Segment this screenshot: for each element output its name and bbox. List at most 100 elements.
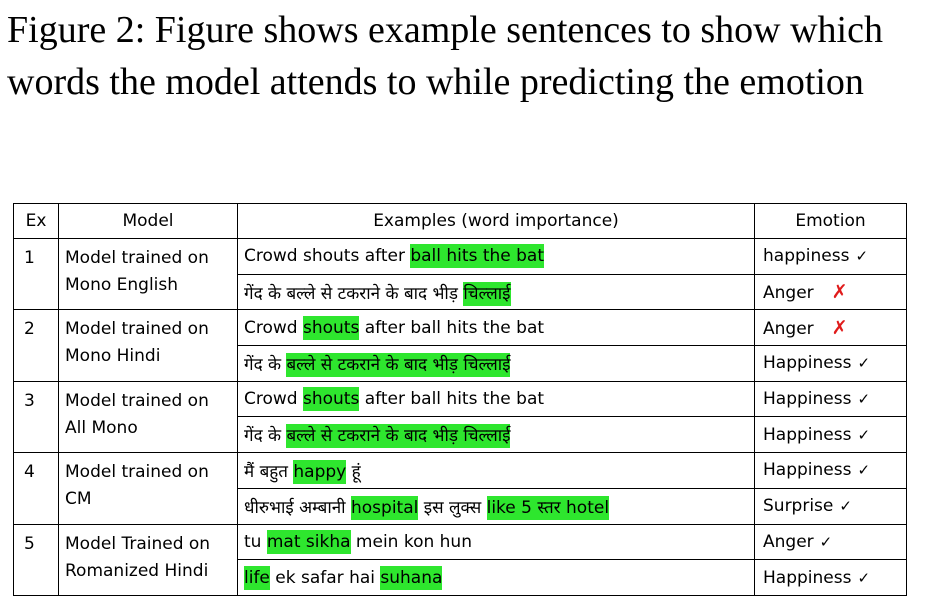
model-label-line: Model trained on bbox=[65, 248, 209, 268]
sentence-text: गेंद के bbox=[244, 426, 287, 447]
example-sentence: गेंद के बल्ले से टकराने के बाद भीड़ चिल्… bbox=[237, 345, 755, 382]
example-number: 4 bbox=[13, 452, 59, 525]
example-sentence: मैं बहुत happy हूं bbox=[237, 452, 755, 489]
table-row: 5 Model Trained on Romanized Hindi tu mat s… bbox=[13, 523, 907, 596]
table-row: 3 Model trained on All Mono Crowd shouts af… bbox=[13, 380, 907, 454]
sentence-text: after ball hits the bat bbox=[359, 389, 545, 410]
example-number: 3 bbox=[13, 380, 59, 454]
attention-examples-table: Ex Model Examples (word importance) Emot… bbox=[13, 203, 907, 596]
check-icon: ✓ bbox=[839, 497, 852, 516]
sentence-text: Crowd bbox=[244, 389, 303, 410]
example-sentence: Crowd shouts after ball hits the bat bbox=[237, 309, 755, 347]
emotion-label: Happiness bbox=[763, 389, 852, 410]
cross-icon: ✗ bbox=[831, 281, 848, 304]
table-row: 1 Model trained on Mono English Crowd shout… bbox=[13, 237, 907, 311]
check-icon: ✓ bbox=[857, 461, 871, 480]
check-icon: ✓ bbox=[857, 425, 871, 444]
header-examples: Examples (word importance) bbox=[237, 203, 755, 239]
example-sentence: life ek safar hai suhana bbox=[237, 559, 755, 596]
highlighted-word: चिल्लाई bbox=[463, 281, 511, 306]
table-body: 1 Model trained on Mono English Crowd shout… bbox=[13, 237, 907, 596]
highlighted-word: shouts bbox=[303, 315, 360, 340]
header-ex: Ex bbox=[13, 203, 59, 239]
check-icon: ✓ bbox=[819, 532, 833, 551]
highlighted-word: बल्ले से टकराने के बाद भीड़ चिल्लाई bbox=[286, 424, 511, 449]
emotion-label: Happiness bbox=[763, 567, 852, 588]
emotion-cell: happiness ✓ bbox=[754, 238, 907, 275]
sentence-text: ek safar hai bbox=[269, 567, 381, 588]
emotion-cell: Happiness ✓ bbox=[754, 380, 907, 418]
example-sentence: Crowd shouts after ball hits the bat bbox=[237, 238, 755, 275]
sentence-text: गेंद के bbox=[244, 354, 287, 375]
model-label-line: Model trained on bbox=[65, 462, 209, 483]
example-number: 5 bbox=[13, 523, 59, 596]
emotion-cell: Surprise ✓ bbox=[754, 487, 907, 525]
emotion-cell: Anger ✓ bbox=[754, 523, 907, 561]
model-cell: Model trained on CM bbox=[58, 452, 238, 525]
emotion-label: Happiness bbox=[763, 424, 852, 445]
model-label-line: Mono Hindi bbox=[65, 346, 161, 367]
model-label-line: All Mono bbox=[65, 417, 138, 438]
header-model: Model bbox=[58, 203, 238, 239]
sentence-text: Crowd shouts after bbox=[244, 246, 411, 267]
emotion-label: Anger bbox=[763, 283, 814, 304]
example-sentence: Crowd shouts after ball hits the bat bbox=[237, 380, 755, 418]
model-cell: Model trained on Mono English bbox=[58, 237, 238, 311]
highlighted-word: mat sikha bbox=[266, 529, 351, 554]
highlighted-word: shouts bbox=[303, 387, 360, 412]
table-row: धीरुभाई अम्बानी hospital इस लुक्स like 5… bbox=[14, 487, 907, 525]
sentence-text: Crowd bbox=[244, 317, 303, 338]
table-row: गेंद के बल्ले से टकराने के बाद भीड़ चिल्… bbox=[14, 416, 907, 454]
check-icon: ✓ bbox=[857, 354, 871, 373]
emotion-cell: Happiness ✓ bbox=[754, 559, 907, 596]
example-sentence: गेंद के बल्ले से टकराने के बाद भीड़ चिल्… bbox=[237, 273, 755, 311]
header-row: Ex Model Examples (word importance) Emot… bbox=[13, 203, 907, 239]
sentence-text: हूं bbox=[346, 461, 361, 482]
model-label-line: Model trained on bbox=[65, 319, 209, 340]
sentence-text: गेंद के बल्ले से टकराने के बाद भीड़ bbox=[244, 283, 464, 304]
highlighted-word: ball hits the bat bbox=[410, 244, 545, 269]
highlighted-word: life bbox=[244, 565, 270, 590]
highlighted-word: hospital bbox=[351, 495, 419, 520]
model-cell: Model trained on Mono Hindi bbox=[58, 309, 238, 382]
highlighted-word: बल्ले से टकराने के बाद भीड़ चिल्लाई bbox=[286, 352, 511, 377]
cross-icon: ✗ bbox=[831, 316, 848, 339]
model-label-line: Mono English bbox=[65, 275, 179, 295]
sentence-text: mein kon hun bbox=[350, 531, 472, 552]
emotion-label: Anger bbox=[763, 531, 814, 552]
highlighted-word: suhana bbox=[380, 565, 443, 590]
emotion-label: Anger bbox=[763, 318, 814, 339]
example-number: 1 bbox=[13, 237, 59, 311]
emotion-label: Surprise bbox=[763, 496, 834, 517]
table-row: life ek safar hai suhana Happiness ✓ bbox=[14, 559, 907, 596]
check-icon: ✓ bbox=[855, 247, 869, 266]
example-sentence: गेंद के बल्ले से टकराने के बाद भीड़ चिल्… bbox=[237, 416, 755, 454]
table-row: 2 Model trained on Mono Hindi Crowd shouts … bbox=[13, 309, 907, 382]
example-sentence: tu mat sikha mein kon hun bbox=[237, 523, 755, 561]
sentence-text: मैं बहुत bbox=[244, 461, 294, 482]
model-label-line: Romanized Hindi bbox=[65, 560, 209, 581]
sentence-text: after ball hits the bat bbox=[359, 317, 545, 338]
model-cell: Model Trained on Romanized Hindi bbox=[58, 523, 238, 596]
highlighted-word: like 5 स्तर hotel bbox=[486, 495, 610, 520]
emotion-label: Happiness bbox=[763, 460, 852, 481]
model-label-line: Model trained on bbox=[65, 390, 209, 411]
emotion-label: Happiness bbox=[763, 353, 852, 374]
sentence-text: धीरुभाई अम्बानी bbox=[244, 497, 351, 518]
highlighted-word: happy bbox=[293, 459, 347, 484]
emotion-cell: Anger ✗ bbox=[754, 309, 907, 347]
emotion-label: happiness bbox=[763, 246, 850, 267]
emotion-cell: Happiness ✓ bbox=[754, 452, 907, 489]
table-row: 4 Model trained on CM मैं बहुत happy हूं Hap… bbox=[13, 452, 907, 525]
model-label-line: CM bbox=[65, 489, 92, 510]
example-sentence: धीरुभाई अम्बानी hospital इस लुक्स like 5… bbox=[237, 487, 755, 525]
emotion-cell: Anger ✗ bbox=[754, 273, 907, 311]
emotion-cell: Happiness ✓ bbox=[754, 345, 907, 382]
check-icon: ✓ bbox=[857, 568, 871, 587]
sentence-text: इस लुक्स bbox=[418, 497, 487, 518]
emotion-cell: Happiness ✓ bbox=[754, 416, 907, 454]
model-label-line: Model Trained on bbox=[65, 533, 211, 554]
example-number: 2 bbox=[13, 309, 59, 382]
header-emotion: Emotion bbox=[754, 203, 907, 239]
model-cell: Model trained on All Mono bbox=[58, 380, 238, 454]
